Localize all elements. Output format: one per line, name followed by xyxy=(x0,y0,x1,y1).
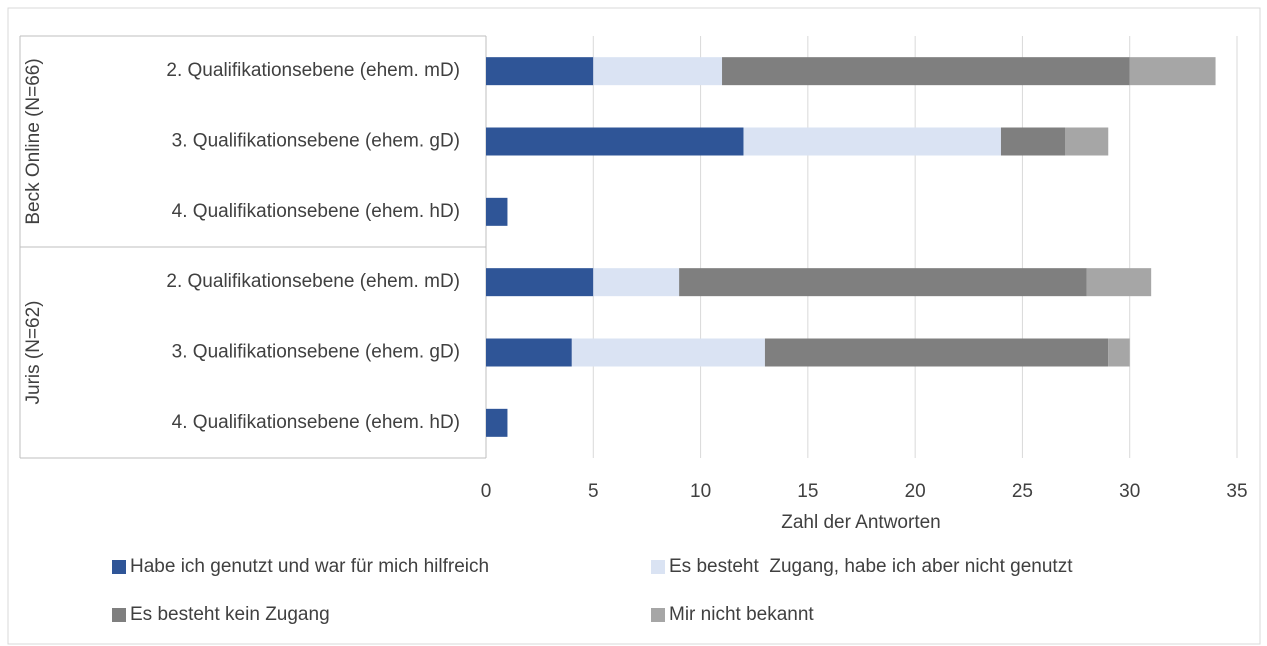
bar-segment xyxy=(486,57,594,86)
bar-segment xyxy=(1129,57,1216,86)
group-label: Beck Online (N=66) xyxy=(23,58,44,224)
legend-label: Es besteht Zugang, habe ich aber nicht g… xyxy=(669,556,1073,577)
bar-segment xyxy=(743,127,1001,156)
bar-segment xyxy=(571,338,765,367)
bar-segment xyxy=(486,268,594,297)
legend-label: Habe ich genutzt und war für mich hilfre… xyxy=(130,556,489,577)
bar-segment xyxy=(1000,127,1066,156)
bar-segment xyxy=(486,127,744,156)
bar-segment xyxy=(1086,268,1152,297)
x-tick-label: 35 xyxy=(1226,481,1247,502)
category-label: 3. Qualifikationsebene (ehem. gD) xyxy=(172,342,460,363)
legend-label: Mir nicht bekannt xyxy=(669,604,814,625)
bar-segment xyxy=(486,197,508,226)
x-tick-label: 30 xyxy=(1119,481,1140,502)
x-tick-label: 20 xyxy=(905,481,926,502)
group-label: Juris (N=62) xyxy=(23,301,44,405)
bar-segment xyxy=(486,408,508,437)
bar-segment xyxy=(1065,127,1109,156)
category-label: 4. Qualifikationsebene (ehem. hD) xyxy=(172,201,460,222)
bar-segment xyxy=(764,338,1109,367)
category-label: 2. Qualifikationsebene (ehem. mD) xyxy=(166,60,460,81)
bar-segment xyxy=(679,268,1087,297)
legend-swatch xyxy=(112,560,126,574)
category-label: 4. Qualifikationsebene (ehem. hD) xyxy=(172,412,460,433)
x-tick-label: 10 xyxy=(690,481,711,502)
bar-segment xyxy=(593,57,723,86)
bar-segment xyxy=(722,57,1130,86)
category-label: 3. Qualifikationsebene (ehem. gD) xyxy=(172,131,460,152)
chart-frame xyxy=(7,7,1261,645)
category-label: 2. Qualifikationsebene (ehem. mD) xyxy=(166,271,460,292)
x-tick-label: 0 xyxy=(481,481,492,502)
legend-swatch xyxy=(651,560,665,574)
legend-swatch xyxy=(112,608,126,622)
bar-segment xyxy=(1108,338,1130,367)
x-tick-label: 5 xyxy=(588,481,599,502)
x-tick-label: 25 xyxy=(1012,481,1033,502)
bar-segment xyxy=(486,338,572,367)
bar-segment xyxy=(593,268,680,297)
x-axis-title: Zahl der Antworten xyxy=(781,512,940,533)
legend-swatch xyxy=(651,608,665,622)
legend-label: Es besteht kein Zugang xyxy=(130,604,330,625)
x-tick-label: 15 xyxy=(797,481,818,502)
